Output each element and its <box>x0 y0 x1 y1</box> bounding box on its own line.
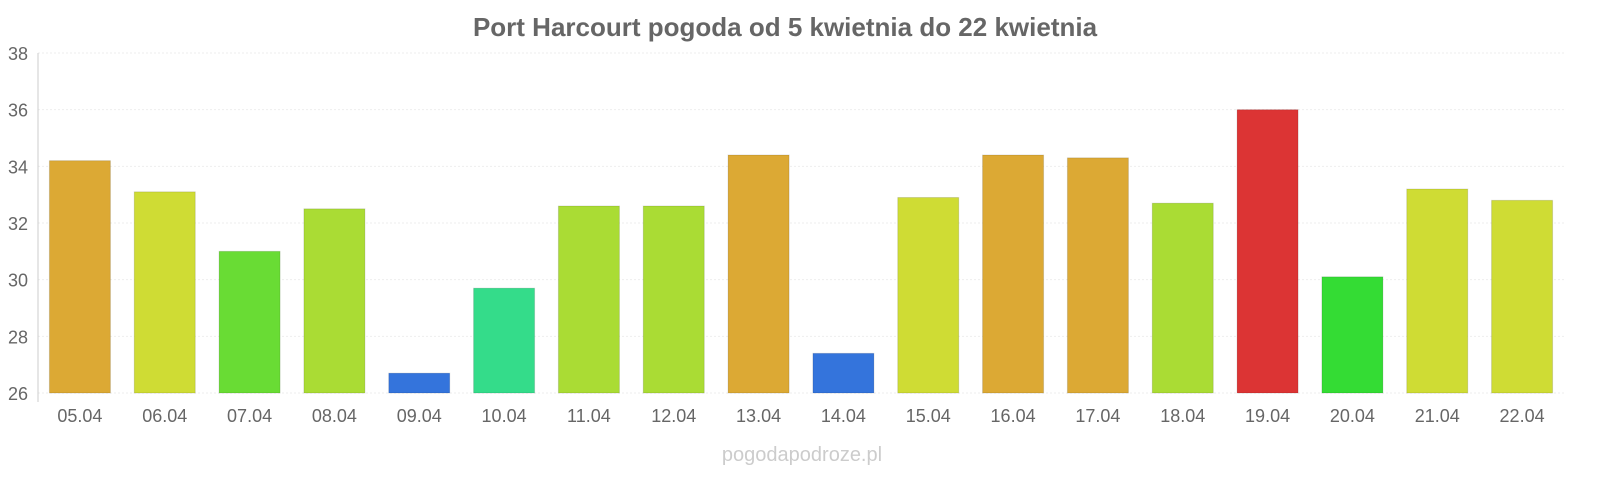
x-tick-label: 14.04 <box>821 406 866 426</box>
bar-11.04 <box>557 205 620 394</box>
y-tick-label: 32 <box>8 214 28 234</box>
x-tick-label: 05.04 <box>57 406 102 426</box>
x-tick-label: 06.04 <box>142 406 187 426</box>
x-tick-label: 09.04 <box>397 406 442 426</box>
bar-10.04 <box>473 287 536 394</box>
y-tick-label: 34 <box>8 157 28 177</box>
y-tick-label: 38 <box>8 44 28 64</box>
x-tick-label: 22.04 <box>1500 406 1545 426</box>
x-tick-label: 18.04 <box>1160 406 1205 426</box>
bar-09.04 <box>388 372 451 394</box>
bar-22.04 <box>1491 199 1554 394</box>
bar-14.04 <box>812 352 875 394</box>
y-tick-label: 26 <box>8 384 28 404</box>
bar-19.04 <box>1236 109 1299 394</box>
bar-17.04 <box>1066 157 1129 394</box>
x-tick-label: 13.04 <box>736 406 781 426</box>
watermark: pogodapodroze.pl <box>722 444 882 466</box>
bar-08.04 <box>303 208 366 394</box>
chart-title: Port Harcourt pogoda od 5 kwietnia do 22… <box>473 12 1098 42</box>
x-tick-label: 19.04 <box>1245 406 1290 426</box>
y-tick-label: 28 <box>8 327 28 347</box>
bar-16.04 <box>982 154 1045 394</box>
bar-21.04 <box>1406 188 1469 394</box>
bar-20.04 <box>1321 276 1384 394</box>
bar-06.04 <box>133 191 196 394</box>
x-tick-label: 08.04 <box>312 406 357 426</box>
bar-12.04 <box>642 205 705 394</box>
x-tick-label: 15.04 <box>906 406 951 426</box>
x-tick-label: 20.04 <box>1330 406 1375 426</box>
bar-05.04 <box>48 160 111 394</box>
x-tick-label: 17.04 <box>1075 406 1120 426</box>
x-tick-label: 11.04 <box>567 406 611 426</box>
x-tick-label: 21.04 <box>1415 406 1460 426</box>
bar-18.04 <box>1151 202 1214 394</box>
bar-07.04 <box>218 250 281 394</box>
x-tick-label: 12.04 <box>651 406 696 426</box>
x-tick-label: 07.04 <box>227 406 272 426</box>
x-tick-label: 16.04 <box>991 406 1036 426</box>
bar-15.04 <box>897 197 960 394</box>
y-tick-label: 36 <box>8 101 28 121</box>
x-tick-label: 10.04 <box>482 406 527 426</box>
bar-13.04 <box>727 154 790 394</box>
y-tick-label: 30 <box>8 271 28 291</box>
